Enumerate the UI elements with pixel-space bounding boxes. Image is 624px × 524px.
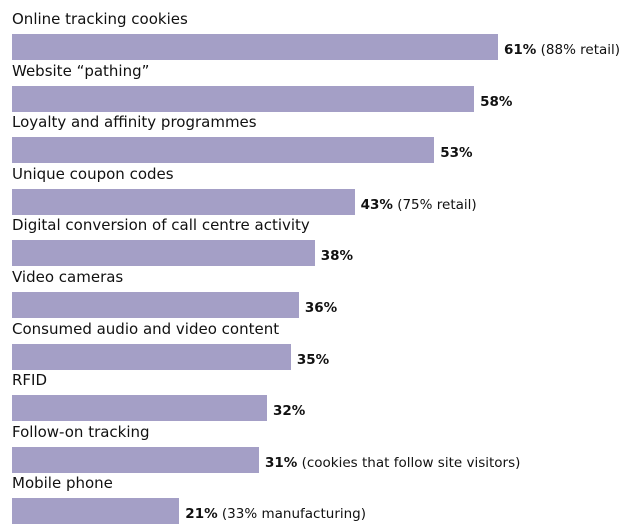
bar-row: Consumed audio and video content 35%	[0, 310, 624, 370]
data-note: (33% manufacturing)	[217, 506, 367, 523]
data-label: 61%	[504, 42, 537, 58]
data-label: 53%	[440, 145, 473, 162]
bar	[12, 446, 259, 473]
bar	[12, 240, 315, 267]
bar	[12, 498, 180, 524]
bar-row: Website “pathing” 58%	[0, 52, 624, 112]
bar-row: Follow-on tracking 31% (cookies that foll…	[0, 413, 624, 473]
value-label-group: 32%	[273, 403, 305, 419]
value-label-group: 35%	[297, 352, 329, 368]
bar	[12, 188, 355, 215]
bar-row: Unique coupon codes 43% (75% retail)	[0, 155, 624, 215]
data-label: 58%	[480, 93, 513, 110]
data-label: 38%	[320, 248, 354, 265]
value-label-group: 53%	[440, 145, 472, 161]
bar-row: Mobile phone 21% (33% manufacturing)	[0, 464, 624, 524]
value-label-group: 61% (88% retail)	[504, 42, 620, 58]
bar	[12, 292, 299, 318]
category-label: Unique coupon codes	[12, 164, 174, 183]
category-label: Follow-on tracking	[12, 422, 150, 441]
data-label: 36%	[304, 300, 338, 316]
data-label: 32%	[272, 403, 306, 420]
bar	[12, 137, 435, 164]
bar	[12, 85, 475, 112]
bar-row: Video cameras 36%	[0, 258, 624, 318]
bar	[12, 34, 498, 60]
category-label: Digital conversion of call centre activi…	[12, 216, 310, 235]
value-label-group: 38%	[321, 248, 353, 264]
bar-row: Online tracking cookies 61% (88% retail)	[0, 0, 624, 60]
bar-row: Loyalty and affinity programmes 53%	[0, 103, 624, 164]
bar-row: RFID 32%	[0, 361, 624, 422]
category-label: Website “pathing”	[12, 61, 150, 80]
bar	[12, 395, 267, 422]
category-label: Online tracking cookies	[12, 10, 188, 28]
value-label-group: 31% (cookies that follow site visitors)	[265, 455, 520, 471]
data-note: (88% retail)	[536, 42, 621, 58]
category-label: Video cameras	[12, 268, 124, 286]
data-note: (cookies that follow site visitors)	[297, 454, 521, 471]
data-label: 43%	[360, 196, 393, 213]
value-label-group: 43% (75% retail)	[361, 197, 477, 213]
category-label: Loyalty and affinity programmes	[12, 113, 257, 132]
data-label: 31%	[264, 454, 298, 471]
value-label-group: 36%	[305, 300, 337, 316]
category-label: Mobile phone	[12, 474, 113, 493]
data-label: 35%	[296, 351, 330, 368]
value-label-group: 58%	[480, 94, 512, 110]
bar-row: Digital conversion of call centre activi…	[0, 206, 624, 267]
bar	[12, 343, 291, 370]
value-label-group: 21% (33% manufacturing)	[185, 506, 366, 522]
category-label: Consumed audio and video content	[12, 319, 280, 338]
data-label: 21%	[185, 506, 218, 523]
category-label: RFID	[12, 371, 48, 390]
data-note: (75% retail)	[392, 196, 477, 213]
